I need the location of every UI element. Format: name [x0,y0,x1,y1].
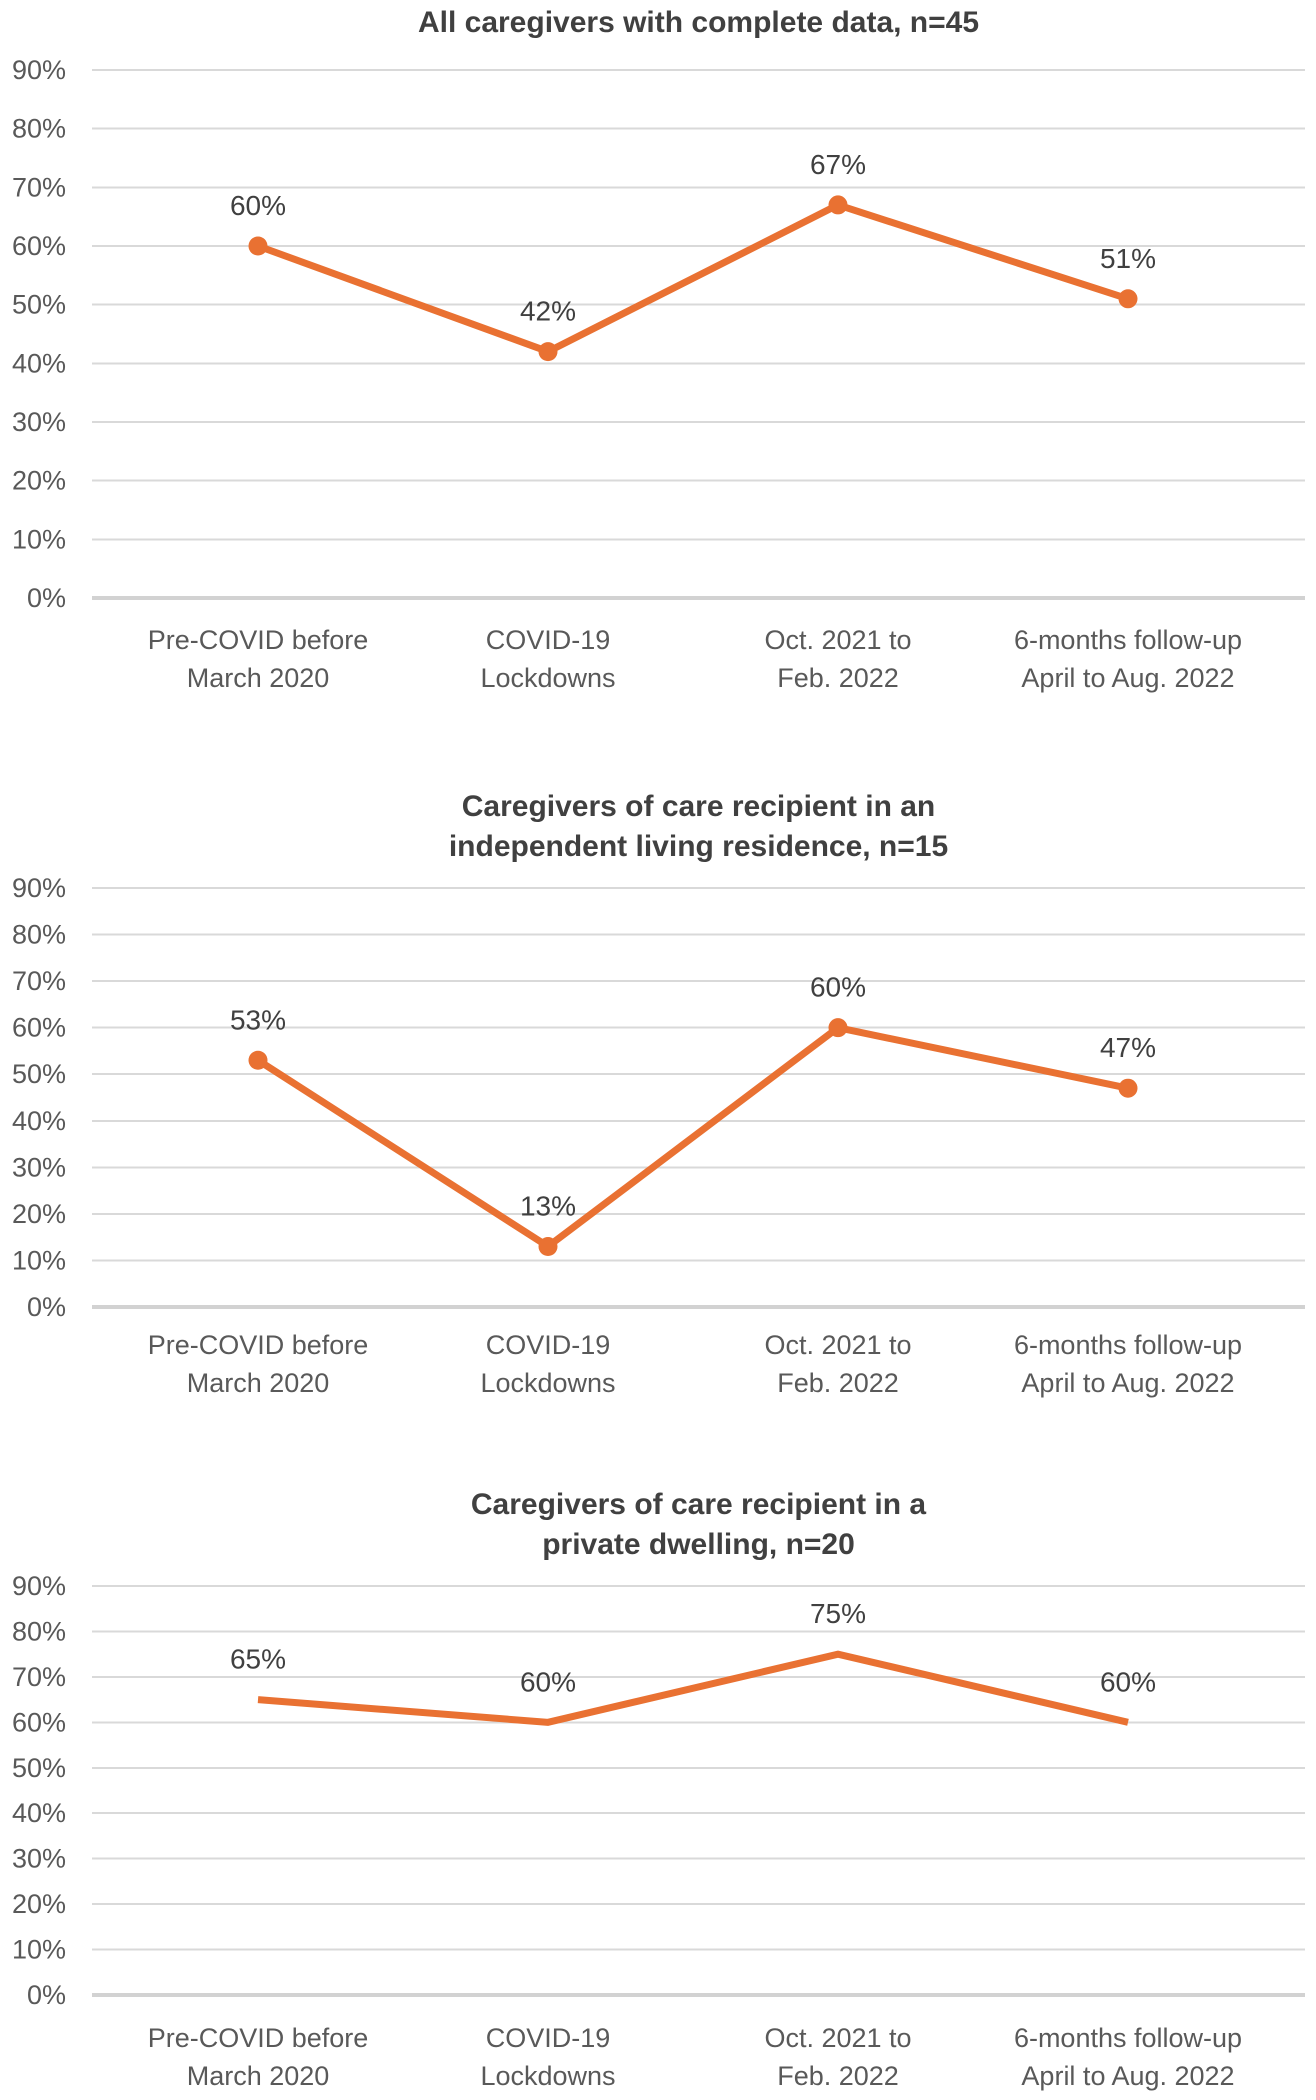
data-point-marker [828,1018,848,1038]
x-axis-category-label: COVID-19 [486,625,611,655]
data-point-label: 13% [520,1190,576,1221]
data-point-label: 47% [1100,1032,1156,1063]
x-axis-category-label: Lockdowns [480,1368,615,1398]
x-axis-category-label: Feb. 2022 [777,663,899,693]
chart-canvas: Caregivers of care recipient in a private… [12,1488,1305,2091]
chart-title: All caregivers with complete data, n=45 [418,6,979,39]
x-axis-category-label: 6-months follow-up [1014,625,1242,655]
chart-canvas: All caregivers with complete data, n=45 9… [12,6,1305,693]
y-axis-tick-label: 80% [12,920,66,950]
data-point-label: 67% [810,149,866,180]
y-axis-tick-label: 80% [12,1616,66,1646]
x-axis-category-label: Oct. 2021 to [764,1330,911,1360]
x-axis-category-label: Pre-COVID before [148,1330,369,1360]
y-axis-tick-label: 10% [12,1245,66,1275]
data-point-label: 60% [520,1666,576,1697]
x-axis-category-label: April to Aug. 2022 [1021,663,1234,693]
chart-canvas: Caregivers of care recipient in an indepe… [12,790,1305,1398]
y-axis-tick-label: 70% [12,966,66,996]
y-axis-tick-label: 70% [12,1662,66,1692]
chart-all-caregivers: All caregivers with complete data, n=45 9… [0,0,1316,700]
y-axis-tick-label: 30% [12,407,66,437]
y-axis-tick-label: 0% [27,1980,66,2010]
x-axis-category-label: March 2020 [187,2061,330,2091]
chart-title: Caregivers of care recipient in an [462,790,936,823]
y-axis-tick-label: 70% [12,172,66,202]
x-axis-category-label: Pre-COVID before [148,2023,369,2053]
x-axis-category-label: March 2020 [187,663,330,693]
y-axis-tick-label: 40% [12,348,66,378]
y-axis-tick-label: 10% [12,1935,66,1965]
data-point-label: 53% [230,1004,286,1035]
y-axis-tick-label: 20% [12,1199,66,1229]
y-axis-tick-label: 80% [12,114,66,144]
y-axis-tick-label: 30% [12,1844,66,1874]
y-axis-tick-label: 20% [12,466,66,496]
x-axis-category-label: Oct. 2021 to [764,2023,911,2053]
y-axis-tick-label: 50% [12,290,66,320]
x-axis-category-label: COVID-19 [486,1330,611,1360]
data-point-label: 75% [810,1598,866,1629]
x-axis-category-label: COVID-19 [486,2023,611,2053]
y-axis-tick-label: 50% [12,1059,66,1089]
y-axis-tick-label: 60% [12,1013,66,1043]
x-axis-category-label: Lockdowns [480,2061,615,2091]
x-axis-category-label: Oct. 2021 to [764,625,911,655]
y-axis-tick-label: 20% [12,1889,66,1919]
y-axis-tick-label: 90% [12,1571,66,1601]
y-axis-tick-label: 10% [12,524,66,554]
data-point-marker [248,236,268,256]
data-point-marker [1118,289,1138,309]
series-line [257,1650,1129,1726]
x-axis-category-label: April to Aug. 2022 [1021,2061,1234,2091]
data-point-marker [248,1050,268,1070]
x-axis-category-label: Feb. 2022 [777,1368,899,1398]
x-axis-category-label: 6-months follow-up [1014,2023,1242,2053]
data-point-label: 51% [1100,243,1156,274]
y-axis-tick-label: 0% [27,1292,66,1322]
x-axis-category-label: 6-months follow-up [1014,1330,1242,1360]
x-axis-category-label: April to Aug. 2022 [1021,1368,1234,1398]
data-point-label: 42% [520,296,576,327]
series-line [256,1024,1129,1250]
y-axis-tick-label: 60% [12,1707,66,1737]
series-line [256,201,1130,356]
data-point-marker [538,342,558,362]
y-axis-tick-label: 0% [27,583,66,613]
chart-title: private dwelling, n=20 [542,1528,855,1561]
chart-title: independent living residence, n=15 [449,830,948,863]
x-axis-category-label: March 2020 [187,1368,330,1398]
y-axis-tick-label: 50% [12,1753,66,1783]
chart-private-dwelling: Caregivers of care recipient in a private… [0,1400,1316,2100]
y-axis-tick-label: 90% [12,55,66,85]
chart-title: Caregivers of care recipient in a [471,1488,927,1521]
x-axis-category-label: Lockdowns [480,663,615,693]
data-point-label: 60% [1100,1666,1156,1697]
data-point-label: 60% [230,190,286,221]
chart-independent-living-residence: Caregivers of care recipient in an indepe… [0,700,1316,1400]
data-point-label: 60% [810,972,866,1003]
y-axis-tick-label: 90% [12,873,66,903]
x-axis-category-label: Feb. 2022 [777,2061,899,2091]
x-axis-category-label: Pre-COVID before [148,625,369,655]
data-point-marker [1118,1078,1138,1098]
data-point-marker [538,1236,558,1256]
y-axis-tick-label: 30% [12,1152,66,1182]
y-axis-tick-label: 60% [12,231,66,261]
data-point-marker [828,195,848,215]
y-axis-tick-label: 40% [12,1798,66,1828]
y-axis-tick-label: 40% [12,1106,66,1136]
data-point-label: 65% [230,1644,286,1675]
